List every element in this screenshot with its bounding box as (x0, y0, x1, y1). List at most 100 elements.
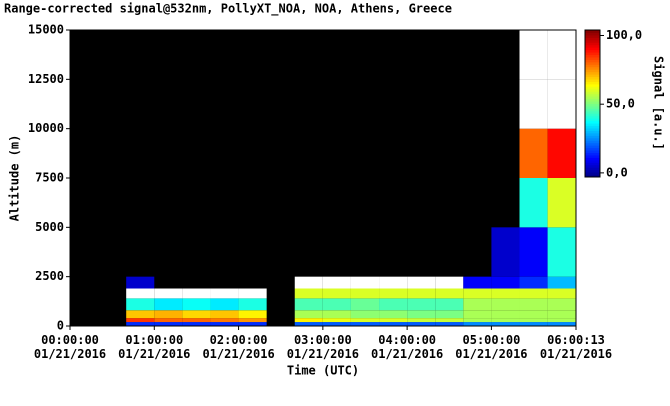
colorbar-segment (585, 123, 600, 127)
heat-cell (491, 227, 520, 277)
heat-cell (210, 298, 239, 311)
heat-cell (547, 178, 576, 228)
heat-cell (210, 310, 239, 319)
colorbar-segment (585, 115, 600, 119)
colorbar-segment (585, 169, 600, 173)
heat-cell (322, 288, 351, 299)
x-tick-label: 03:00:00 01/21/2016 (286, 333, 359, 361)
heat-cell (350, 288, 380, 299)
colorbar-segment (585, 140, 600, 144)
x-tick-label: 01:00:00 01/21/2016 (118, 333, 191, 361)
heat-cell (210, 288, 239, 299)
colorbar-segment (585, 145, 600, 149)
colorbar-segment (585, 86, 600, 90)
heat-cell (547, 298, 576, 311)
colorbar-segment (585, 150, 600, 153)
colorbar-segment (585, 74, 600, 78)
colorbar-segment (585, 54, 600, 58)
colorbar-segment (585, 76, 600, 80)
heat-cell (126, 310, 155, 319)
heat-cell (182, 288, 211, 299)
y-tick-label: 15000 (28, 23, 64, 37)
x-tick-label: 02:00:00 01/21/2016 (202, 333, 275, 361)
heat-cell (182, 310, 211, 319)
colorbar-segment (585, 128, 600, 131)
colorbar-segment (585, 125, 600, 129)
colorbar-segment (585, 81, 600, 85)
heat-cell (519, 310, 548, 319)
heat-cell (350, 298, 380, 311)
heat-cell (294, 310, 323, 319)
heat-cell (547, 30, 576, 80)
heat-cell (463, 322, 492, 326)
heat-cell (491, 298, 520, 311)
colorbar-segment (585, 59, 600, 63)
heat-cell (491, 310, 520, 319)
y-tick-label: 12500 (28, 72, 64, 86)
x-tick-label: 06:00:13 01/21/2016 (539, 333, 613, 361)
colorbar-segment (585, 135, 600, 139)
heat-cell (126, 318, 155, 323)
heat-cell (322, 310, 351, 319)
colorbar-segment (585, 105, 600, 109)
colorbar-segment (585, 71, 600, 75)
colorbar-segment (585, 118, 600, 122)
heat-cell (547, 276, 576, 289)
heat-cell (547, 322, 576, 326)
heat-cell (519, 30, 548, 80)
heat-cell (547, 227, 576, 277)
colorbar-segment (585, 164, 600, 168)
heat-cell (519, 322, 548, 326)
heat-cell (379, 318, 408, 323)
colorbar-segment (585, 93, 600, 97)
heat-cell (154, 288, 183, 299)
heat-cell (491, 318, 520, 323)
y-tick-label: 0 (57, 319, 64, 333)
colorbar-segment (585, 83, 600, 87)
heat-cell (519, 288, 548, 299)
heat-cell (322, 276, 351, 289)
heat-cell (182, 298, 211, 311)
heat-cell (407, 322, 436, 326)
heat-cell (154, 318, 183, 323)
colorbar-segment (585, 61, 600, 65)
heat-cell (547, 79, 576, 129)
heat-cell (238, 298, 267, 311)
colorbar-segment (585, 159, 600, 163)
heat-cell (154, 310, 183, 319)
heat-cell (126, 322, 155, 326)
heat-cell (435, 298, 464, 311)
heat-cell (379, 322, 408, 326)
y-tick-label: 7500 (35, 171, 64, 185)
heat-cell (519, 178, 548, 228)
colorbar-segment (585, 137, 600, 141)
colorbar-segment (585, 64, 600, 68)
heat-cell (154, 322, 183, 326)
colorbar-segment (585, 79, 600, 82)
heat-cell (126, 288, 155, 299)
x-tick-label: 04:00:00 01/21/2016 (371, 333, 444, 361)
colorbar-segment (585, 39, 600, 43)
heat-cell (294, 322, 323, 326)
colorbar-segment (585, 130, 600, 134)
colorbar-segment (585, 142, 600, 146)
y-tick-label: 5000 (35, 220, 64, 234)
heat-cell (294, 276, 323, 289)
y-tick-label: 10000 (28, 121, 64, 135)
colorbar-segment (585, 37, 600, 41)
y-axis-title: Altitude (m) (8, 135, 22, 222)
heat-cell (547, 318, 576, 323)
heat-cell (547, 310, 576, 319)
heat-cell (294, 288, 323, 299)
colorbar-segment (585, 69, 600, 73)
heat-cell (294, 298, 323, 311)
heat-cell (407, 276, 436, 289)
colorbar-segment (585, 152, 600, 156)
colorbar-segment (585, 34, 600, 38)
heat-cell (407, 298, 436, 311)
heat-cell (407, 310, 436, 319)
heat-cell (182, 318, 211, 323)
heat-cell (519, 227, 548, 277)
colorbar-segment (585, 88, 600, 92)
